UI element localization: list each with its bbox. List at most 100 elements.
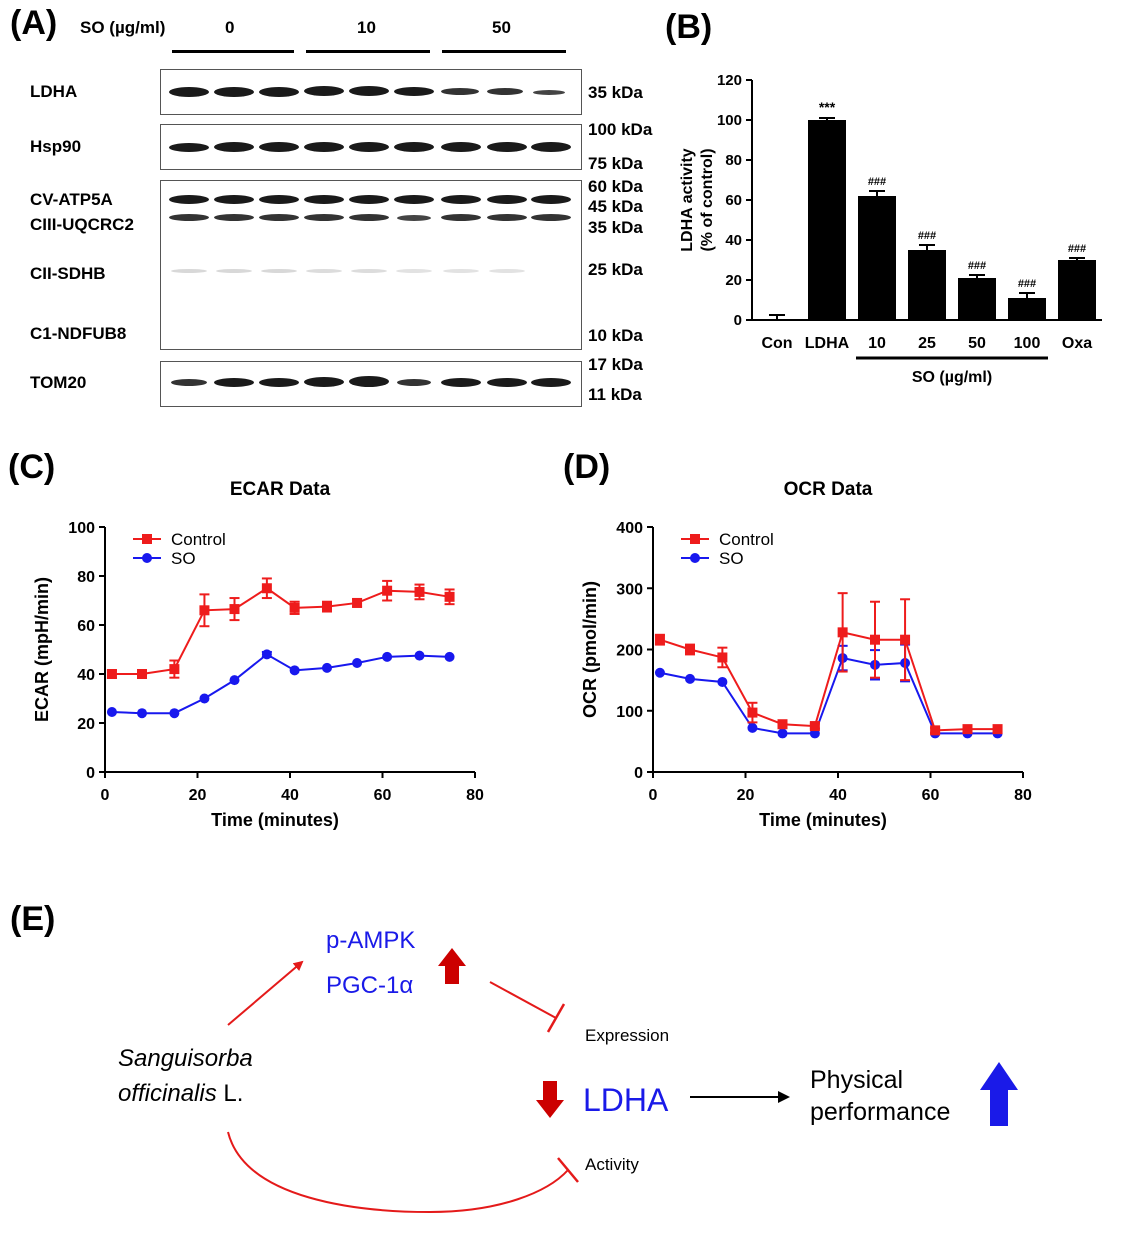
band — [304, 377, 344, 387]
x-tick-label: 80 — [1014, 787, 1032, 804]
band — [259, 214, 299, 221]
marker-10kda: 10 kDa — [588, 326, 643, 345]
data-point — [352, 657, 363, 668]
band — [394, 142, 434, 152]
panel-label-b: (B) — [665, 8, 713, 46]
data-point — [289, 665, 300, 676]
y-tick-label: 40 — [77, 667, 95, 684]
performance-label-line2: performance — [810, 1098, 951, 1126]
band — [489, 269, 525, 273]
band — [349, 214, 389, 221]
panel-label-d: (D) — [563, 448, 611, 486]
data-point — [444, 651, 455, 662]
so-dose-label: SO (µg/ml) — [80, 18, 166, 37]
blot-label-ndfub8: C1-NDFUB8 — [30, 324, 127, 343]
marker-60kda: 60 kDa — [588, 177, 643, 196]
band — [349, 195, 389, 204]
inhibit-bar-expression — [546, 1003, 566, 1033]
band — [214, 142, 254, 152]
band — [487, 195, 527, 204]
blot-ldha — [160, 69, 582, 115]
data-point — [169, 708, 180, 719]
x-tick-label: 20 — [189, 787, 207, 804]
y-tick-label: 60 — [725, 192, 742, 209]
data-point — [717, 676, 728, 687]
x-tick-label: LDHA — [805, 335, 850, 352]
data-point — [382, 651, 393, 662]
bar — [908, 250, 946, 320]
band — [169, 87, 209, 97]
band — [531, 214, 571, 221]
marker-25kda: 25 kDa — [588, 260, 643, 279]
x-tick-label: 40 — [829, 787, 847, 804]
data-point — [777, 719, 788, 730]
band — [441, 88, 479, 95]
data-point — [962, 724, 973, 735]
data-point — [106, 669, 117, 679]
data-point — [199, 693, 210, 704]
bar-chart-ldha-activity: 0 20 40 60 80 100 120 Con *** LDHA ### 10 ### 25 ### 50… — [679, 72, 1102, 386]
data-point — [685, 644, 695, 655]
bar — [1008, 298, 1046, 320]
group-line-50 — [442, 50, 566, 53]
data-point — [261, 649, 272, 660]
band — [441, 195, 481, 204]
band — [531, 378, 571, 387]
band — [487, 214, 527, 221]
data-point — [870, 634, 880, 645]
band — [487, 378, 527, 387]
band — [259, 378, 299, 387]
blot-tom20 — [160, 361, 582, 407]
blot-label-tom20: TOM20 — [30, 373, 87, 392]
data-point — [444, 591, 455, 602]
y-tick-label: 20 — [725, 272, 742, 289]
y-axis-label: LDHA activity — [679, 148, 696, 252]
band — [214, 195, 254, 204]
band — [214, 378, 254, 387]
data-point — [199, 605, 210, 616]
series-line — [659, 631, 998, 732]
blot-label-ldha: LDHA — [30, 82, 78, 101]
data-point — [685, 673, 695, 684]
band — [441, 214, 481, 221]
x-tick-label: 40 — [281, 787, 299, 804]
panel-label-c: (C) — [8, 448, 56, 486]
blot-label-uqcrc2: CIII-UQCRC2 — [30, 215, 134, 234]
x-tick-label: 80 — [466, 787, 484, 804]
x-axis-label: Time (minutes) — [759, 810, 887, 830]
band — [349, 376, 389, 387]
panel-label-a: (A) — [10, 4, 58, 42]
x-tick-label: Oxa — [1062, 335, 1092, 352]
data-point — [809, 721, 820, 732]
band — [169, 214, 209, 221]
band — [216, 269, 252, 273]
band — [259, 87, 299, 97]
band — [214, 214, 254, 221]
data-point — [930, 725, 941, 736]
band — [396, 269, 432, 273]
band — [397, 215, 431, 221]
group-line-0 — [172, 50, 294, 53]
band — [259, 195, 299, 204]
x-tick-label: 20 — [737, 787, 755, 804]
band — [304, 142, 344, 152]
y-tick-label: 60 — [77, 618, 95, 635]
band — [169, 143, 209, 152]
y-axis-label: (% of control) — [699, 148, 716, 251]
band — [443, 269, 479, 273]
data-point — [777, 728, 788, 739]
y-tick-label: 0 — [734, 312, 742, 329]
data-point — [654, 667, 665, 678]
performance-label-line1: Physical — [810, 1066, 904, 1094]
band — [394, 87, 434, 96]
significance-label: ### — [868, 176, 886, 188]
y-tick-label: 20 — [77, 716, 95, 733]
x-tick-label: 10 — [868, 335, 886, 352]
data-point — [322, 662, 332, 673]
legend-label: Control — [171, 530, 226, 549]
expression-label: Expression — [585, 1026, 670, 1045]
band — [533, 90, 565, 95]
plant-name-line2: officinalis L. — [118, 1080, 243, 1108]
group-line-10 — [306, 50, 430, 53]
data-point — [137, 708, 147, 719]
